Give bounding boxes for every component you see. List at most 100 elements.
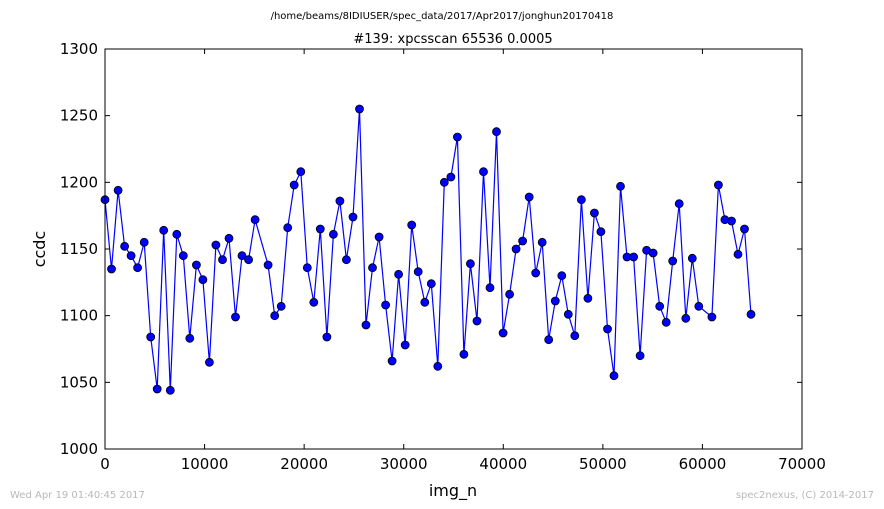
y-axis-label: ccdc [30,231,49,268]
data-point [616,181,625,191]
data-point [563,309,573,319]
data-point [348,212,358,222]
data-point [557,271,567,281]
data-point [315,224,325,234]
data-point [420,297,430,307]
data-point [655,301,665,311]
footer-timestamp: Wed Apr 19 01:40:45 2017 [10,490,145,501]
x-tick-label: 0 [100,455,110,473]
y-tick-label: 1050 [60,373,98,391]
data-point [714,180,723,190]
y-tick-label: 1250 [60,107,98,125]
data-point [289,180,299,190]
y-tick-label: 1200 [60,173,98,191]
data-point [531,268,541,278]
y-tick-label: 1100 [60,307,98,325]
data-point [694,301,704,311]
data-point [283,223,293,233]
y-tick-label: 1300 [60,40,98,58]
data-point [668,256,678,266]
data-point [302,263,312,273]
data-point [146,332,156,342]
data-point [276,301,286,311]
data-point [263,260,273,270]
x-axis-ticks: 0 10000 20000 30000 40000 50000 60000 70000 [100,49,826,473]
data-point [590,208,599,218]
data-point [172,229,182,239]
data-point [648,248,658,258]
data-point [426,279,436,289]
x-tick-label: 40000 [479,455,527,473]
data-point [596,227,606,237]
data-point [244,255,254,265]
data-point [394,269,404,279]
data-point [609,371,619,381]
data-point [309,297,319,307]
data-point [465,259,475,269]
data-point [374,232,384,242]
x-tick-label: 30000 [380,455,428,473]
data-point [387,356,397,366]
data-point [152,384,162,394]
data-point [681,313,691,323]
footer-copyright: spec2nexus, (C) 2014-2017 [736,490,874,501]
data-point [341,255,351,265]
data-point [113,185,123,195]
data-point [740,224,749,234]
data-point [472,316,482,326]
data-point [544,335,554,345]
data-point [400,340,410,350]
data-point [583,293,593,303]
x-tick-label: 20000 [280,455,328,473]
data-point [537,237,547,247]
data-point [178,251,188,261]
data-point [361,320,371,330]
data-point [224,233,234,243]
data-point [139,237,149,247]
data-point [368,263,377,273]
data-point [237,251,247,261]
data-point [479,167,488,177]
data-point [439,177,449,187]
data-point [603,324,612,334]
data-point [322,332,332,342]
x-tick-label: 70000 [778,455,826,473]
data-point [335,196,345,206]
data-point [518,236,527,246]
data-point [270,311,280,321]
y-tick-label: 1000 [60,440,98,458]
data-point [629,252,638,262]
data-point [505,289,515,299]
y-tick-label: 1150 [60,240,98,258]
data-point [355,104,364,114]
data-point [661,317,671,327]
series-line [104,108,752,391]
data-point [159,225,169,235]
data-point [126,251,136,261]
data-point [413,267,423,277]
data-point [120,241,129,251]
data-point [485,283,495,293]
data-point [204,357,214,367]
data-point [231,312,240,322]
x-tick-label: 50000 [579,455,627,473]
data-series [100,104,756,395]
data-point [524,192,534,202]
x-tick-label: 60000 [679,455,727,473]
data-point [381,300,391,310]
data-point [498,328,508,338]
data-point [733,249,743,259]
data-point [707,312,717,322]
suptitle: /home/beams/8IDIUSER/spec_data/2017/Apr2… [271,11,614,22]
data-point [185,333,195,343]
data-point [577,195,586,205]
data-point [198,275,208,285]
data-point [459,349,469,359]
data-point [211,240,221,250]
data-point [570,331,580,341]
data-point [433,361,443,371]
data-point [452,132,462,142]
data-point [746,309,756,319]
data-point [328,229,338,239]
